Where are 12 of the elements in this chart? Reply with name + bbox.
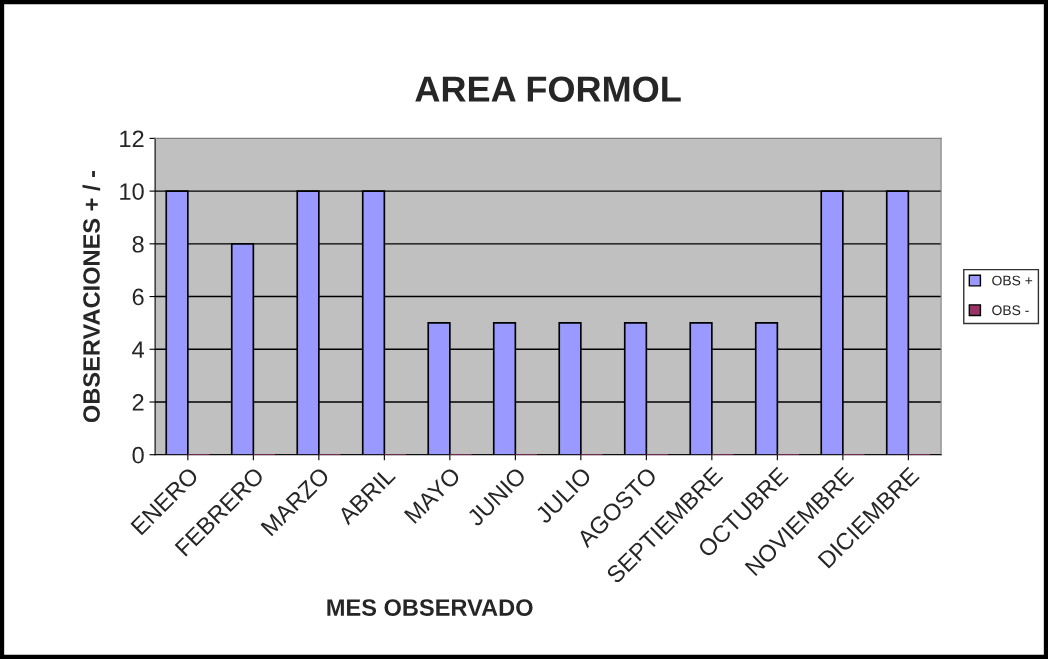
legend-label: OBS - bbox=[992, 305, 1029, 316]
y-axis-title: OBSERVACIONES + / - bbox=[82, 170, 101, 423]
y-tick-label: 0 bbox=[132, 446, 144, 464]
y-tick-label: 8 bbox=[132, 235, 144, 253]
y-tick-label: 4 bbox=[132, 341, 144, 358]
legend-label: OBS + bbox=[992, 275, 1033, 286]
chart-title: AREA FORMOL bbox=[415, 76, 681, 102]
y-tick-label: 2 bbox=[132, 394, 144, 411]
y-tick-label: 6 bbox=[132, 288, 144, 306]
x-axis-title: MES OBSERVADO bbox=[327, 599, 533, 616]
y-tick-label: 10 bbox=[120, 183, 144, 200]
y-tick-label: 12 bbox=[120, 130, 144, 147]
